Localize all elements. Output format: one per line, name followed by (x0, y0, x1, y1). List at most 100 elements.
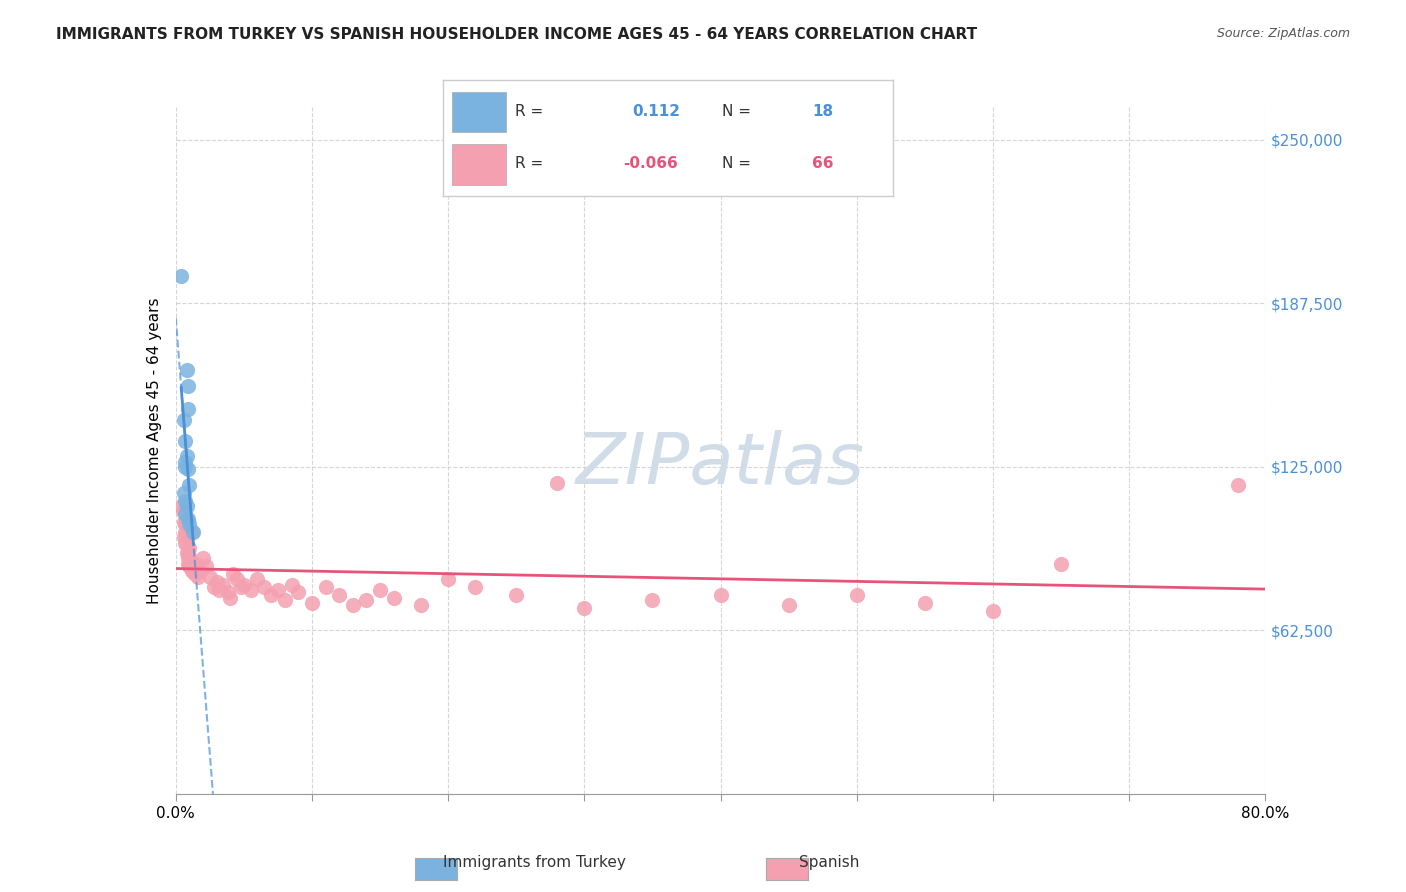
Point (173, 515, 195, 529)
Point (176, 363, 198, 377)
Y-axis label: Householder Income Ages 45 - 64 years: Householder Income Ages 45 - 64 years (146, 297, 162, 604)
Point (239, 582, 262, 597)
Point (315, 580, 337, 594)
Point (174, 517, 197, 532)
Point (505, 588, 527, 602)
FancyBboxPatch shape (451, 144, 506, 185)
Point (409, 599, 432, 613)
Point (1050, 557, 1073, 571)
Point (246, 572, 269, 586)
Point (226, 572, 249, 586)
Point (179, 478, 201, 492)
Point (179, 549, 201, 563)
Point (219, 591, 242, 605)
Text: N =: N = (721, 156, 751, 171)
Point (287, 585, 309, 599)
Text: IMMIGRANTS FROM TURKEY VS SPANISH HOUSEHOLDER INCOME AGES 45 - 64 YEARS CORRELAT: IMMIGRANTS FROM TURKEY VS SPANISH HOUSEH… (56, 27, 977, 42)
Point (174, 493, 197, 508)
Point (177, 512, 200, 526)
Point (177, 551, 200, 566)
Point (172, 504, 194, 518)
Point (179, 541, 201, 555)
Text: -0.066: -0.066 (623, 156, 678, 171)
Point (181, 565, 204, 579)
Point (174, 459, 197, 474)
Point (186, 570, 209, 584)
Point (180, 554, 202, 568)
Point (301, 596, 323, 610)
Point (181, 525, 204, 540)
Text: ZIPatlas: ZIPatlas (576, 430, 865, 499)
Point (179, 517, 201, 532)
Point (198, 570, 221, 584)
Point (177, 543, 200, 558)
Point (260, 588, 283, 602)
Point (217, 585, 239, 599)
Point (710, 588, 733, 602)
Point (202, 580, 225, 594)
Point (641, 593, 664, 607)
Point (778, 599, 800, 613)
Point (981, 604, 1004, 618)
Point (574, 601, 596, 615)
Point (174, 434, 197, 448)
Point (186, 557, 208, 571)
Point (274, 593, 297, 607)
Point (173, 531, 195, 545)
Point (177, 378, 200, 392)
Point (177, 462, 200, 476)
Point (1227, 478, 1250, 492)
Point (191, 551, 214, 566)
Point (176, 499, 198, 513)
Point (176, 512, 198, 526)
Point (253, 580, 276, 594)
Text: 0.112: 0.112 (631, 104, 681, 120)
Point (177, 402, 200, 417)
Point (176, 538, 198, 552)
Point (184, 567, 207, 582)
Point (179, 559, 201, 574)
Point (176, 450, 198, 464)
Point (170, 499, 193, 513)
Point (328, 588, 350, 602)
Point (914, 596, 936, 610)
Point (174, 525, 197, 540)
Point (267, 582, 290, 597)
Point (356, 593, 378, 607)
Point (437, 572, 460, 586)
Point (194, 559, 217, 574)
Text: R =: R = (515, 104, 543, 120)
Point (382, 591, 405, 605)
Point (176, 546, 198, 560)
Text: Source: ZipAtlas.com: Source: ZipAtlas.com (1216, 27, 1350, 40)
Point (368, 582, 391, 597)
Point (342, 599, 364, 613)
FancyBboxPatch shape (451, 92, 506, 132)
Point (183, 562, 205, 576)
Text: 66: 66 (811, 156, 834, 171)
Point (188, 565, 211, 579)
Point (183, 525, 205, 540)
Point (174, 535, 197, 549)
Point (464, 580, 486, 594)
Point (174, 454, 197, 468)
Text: R =: R = (515, 156, 543, 171)
Text: Spanish: Spanish (800, 855, 859, 870)
Point (205, 574, 228, 589)
Point (546, 475, 568, 490)
Text: 18: 18 (811, 104, 832, 120)
Point (170, 268, 193, 283)
Point (177, 557, 200, 571)
Point (174, 507, 197, 521)
Text: Immigrants from Turkey: Immigrants from Turkey (443, 855, 626, 870)
Point (173, 486, 195, 500)
Point (212, 577, 235, 591)
Point (222, 567, 245, 582)
Point (232, 577, 254, 591)
Point (845, 588, 868, 602)
Point (173, 413, 195, 427)
Point (231, 580, 253, 594)
Text: N =: N = (721, 104, 751, 120)
Point (208, 582, 231, 597)
Point (280, 577, 302, 591)
